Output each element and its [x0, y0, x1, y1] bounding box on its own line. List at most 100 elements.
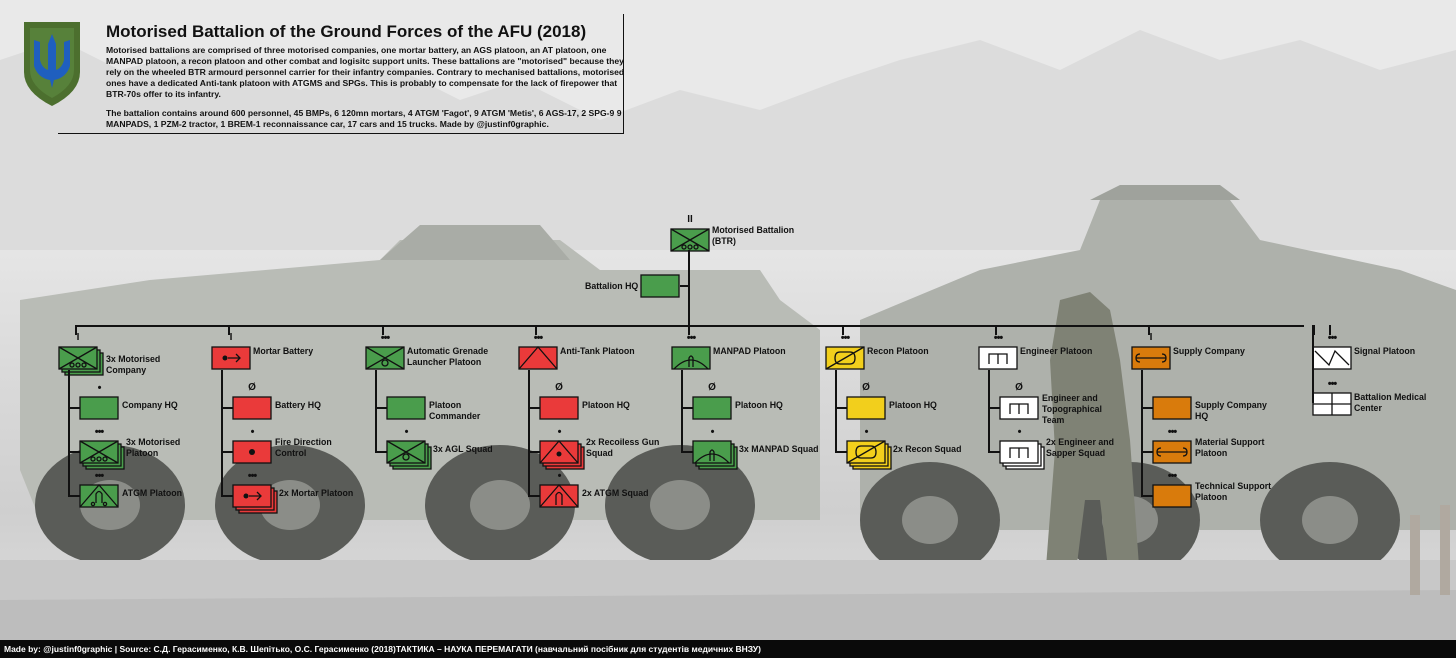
subunit-symbol: Ø — [999, 382, 1039, 425]
unit-label: Supply Company HQ — [1195, 400, 1267, 421]
echelon-marker: • — [250, 426, 255, 438]
subunit-symbol: Ø — [846, 382, 886, 425]
connector-line — [75, 325, 77, 335]
connector-line — [681, 407, 693, 409]
unit-label: Recon Platoon — [867, 346, 929, 356]
unit-label: Material Support Platoon — [1195, 437, 1265, 458]
unit-label: Engineer and Topographical Team — [1042, 393, 1102, 425]
unit-label: Fire Direction Control — [275, 437, 332, 458]
unit-label: Platoon HQ — [582, 400, 630, 410]
connector-line — [528, 495, 540, 497]
echelon-marker: ••• — [1167, 426, 1178, 438]
connector-line — [835, 407, 847, 409]
unit-label: Motorised Battalion (BTR) — [712, 225, 795, 246]
connector-line — [221, 495, 233, 497]
unit-label: Company HQ — [122, 400, 178, 410]
unit-label: Battery HQ — [275, 400, 321, 410]
unit-label: MANPAD Platoon — [713, 346, 786, 356]
unit-symbol: ••• — [1312, 332, 1352, 375]
connector-line — [1312, 325, 1314, 403]
unit-label: 2x Recoiless Gun Squad — [586, 437, 660, 458]
unit-label: 3x Motorised Company — [106, 354, 161, 375]
unit-label: 2x ATGM Squad — [582, 488, 649, 498]
battalion-hq-symbol — [640, 262, 680, 303]
connector-line — [221, 451, 233, 453]
unit-symbol: ••• — [671, 332, 711, 375]
echelon-marker: ••• — [1327, 332, 1338, 344]
unit-label: Platoon HQ — [889, 400, 937, 410]
unit-label: Automatic Grenade Launcher Platoon — [407, 346, 489, 367]
echelon-marker: • — [864, 426, 869, 438]
unit-label: Supply Company — [1173, 346, 1245, 356]
echelon-marker: Ø — [1015, 382, 1023, 393]
connector-line — [688, 325, 690, 335]
unit-symbol: ••• — [365, 332, 405, 375]
echelon-marker: ••• — [247, 470, 258, 482]
unit-label: Mortar Battery — [253, 346, 314, 356]
connector-line — [681, 451, 693, 453]
connector-line — [1329, 325, 1331, 335]
echelon-marker: ••• — [993, 332, 1004, 344]
echelon-marker: Ø — [555, 382, 563, 393]
connector-line — [375, 370, 377, 451]
unit-label: Battalion Medical Center — [1354, 392, 1427, 413]
connector-line — [1141, 495, 1153, 497]
connector-line — [68, 451, 80, 453]
connector-line — [221, 370, 223, 495]
subunit-symbol: ••• — [79, 470, 119, 513]
connector-line — [375, 451, 387, 453]
unit-label: 2x Recon Squad — [893, 444, 962, 454]
subunit-symbol: ••• — [79, 426, 125, 475]
echelon-marker: • — [557, 470, 562, 482]
connector-line — [835, 370, 837, 451]
subunit-symbol: Ø — [539, 382, 579, 425]
connector-line — [995, 325, 997, 335]
subunit-symbol: • — [846, 426, 892, 475]
connector-line — [68, 495, 80, 497]
echelon-marker: ••• — [94, 426, 105, 438]
subunit-symbol: • — [232, 426, 272, 469]
connector-line — [1141, 407, 1153, 409]
unit-label: Technical Support Platoon — [1195, 481, 1272, 502]
echelon-marker: II — [687, 214, 693, 225]
connector-line — [221, 407, 233, 409]
unit-label: Platoon Commander — [429, 400, 481, 421]
connector-line — [1313, 325, 1315, 335]
page-title: Motorised Battalion of the Ground Forces… — [106, 22, 587, 41]
subunit-symbol: • — [692, 426, 738, 475]
echelon-marker: I — [1149, 332, 1153, 343]
footer-credits: Made by: @justinf0graphic | Source: С.Д.… — [0, 640, 1456, 658]
unit-label: ATGM Platoon — [122, 488, 182, 498]
subunit-symbol: Ø — [692, 382, 732, 425]
echelon-marker: ••• — [380, 332, 391, 344]
subunit-symbol: ••• — [1152, 426, 1192, 469]
connector-line — [680, 285, 689, 287]
subunit-symbol: • — [539, 426, 585, 475]
subunit-symbol: • — [999, 426, 1045, 475]
description-paragraph: Motorised battalions are comprised of th… — [106, 45, 625, 99]
unit-label: 3x MANPAD Squad — [739, 444, 819, 454]
connector-line — [681, 370, 683, 451]
echelon-marker: ••• — [1167, 470, 1178, 482]
connector-line — [528, 407, 540, 409]
battalion-symbol: II — [670, 214, 710, 257]
echelon-marker: Ø — [248, 382, 256, 393]
echelon-marker: I — [76, 332, 80, 343]
ground-forces-emblem — [24, 22, 80, 106]
unit-label: Engineer Platoon — [1020, 346, 1093, 356]
connector-line — [68, 370, 70, 495]
unit-label: Platoon HQ — [735, 400, 783, 410]
unit-label: 3x AGL Squad — [433, 444, 493, 454]
echelon-marker: • — [1017, 426, 1022, 438]
subunit-symbol — [1152, 384, 1192, 425]
unit-label: Signal Platoon — [1354, 346, 1416, 356]
unit-label: Anti-Tank Platoon — [560, 346, 635, 356]
echelon-marker: ••• — [533, 332, 544, 344]
header-frame — [58, 14, 624, 134]
connector-line — [842, 325, 844, 335]
subunit-symbol: ••• — [232, 470, 278, 519]
connector-line — [375, 407, 387, 409]
unit-symbol: I — [58, 332, 104, 381]
subunit-symbol: • — [539, 470, 579, 513]
echelon-marker: ••• — [1327, 378, 1338, 390]
